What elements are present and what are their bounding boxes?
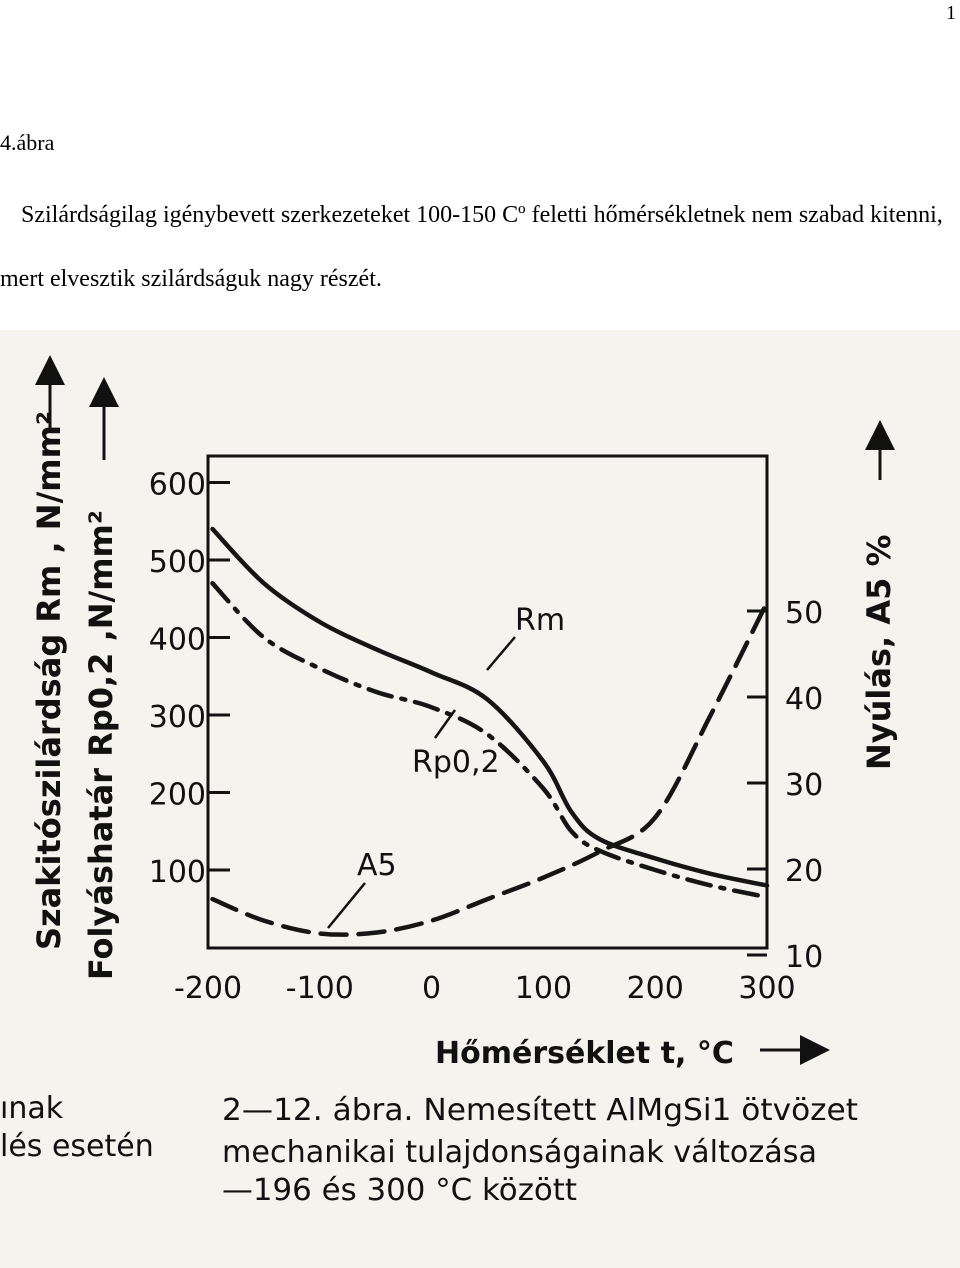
page-number: 1 bbox=[946, 2, 956, 24]
figure-caption-line-3: —196 és 300 °C között bbox=[222, 1173, 577, 1208]
x-tick-label: 200 bbox=[627, 971, 684, 1006]
y-left-label-tensile: Szakitószilárdság Rm , N/mm² bbox=[30, 411, 68, 950]
figure-label: 4.ábra bbox=[0, 130, 55, 155]
series-line-a5 bbox=[210, 600, 770, 937]
series-leader-rm bbox=[486, 636, 516, 671]
y-right-tick-label: 20 bbox=[785, 854, 823, 889]
y-left-tick-label: 400 bbox=[149, 623, 206, 658]
y-right-label: Nyúlás, A5 % bbox=[860, 534, 898, 770]
left-fragment-1: ınak bbox=[0, 1091, 64, 1126]
x-axis-label: Hőmérséklet t, °C bbox=[435, 1036, 734, 1071]
y-right-tick-label: 40 bbox=[785, 682, 823, 717]
series-label-rp02: Rp0,2 bbox=[412, 745, 500, 780]
series-line-rp02 bbox=[210, 581, 770, 900]
body-paragraph: Szilárdságilag igénybevett szerkezeteket… bbox=[0, 202, 943, 292]
x-tick-label: 0 bbox=[422, 971, 441, 1006]
plot-frame bbox=[206, 454, 769, 950]
series-leader-a5 bbox=[327, 882, 366, 929]
y-left-tick-label: 200 bbox=[149, 778, 206, 813]
y-left-tick-label: 100 bbox=[149, 855, 206, 890]
y-left-label-yield: Folyáshatár Rp0,2 ,N/mm² bbox=[82, 510, 120, 980]
x-tick-label: 300 bbox=[738, 971, 795, 1006]
figure-caption-line-1: 2—12. ábra. Nemesített AlMgSi1 ötvözet bbox=[222, 1093, 858, 1128]
x-tick-label: 100 bbox=[515, 971, 572, 1006]
figure-caption-line-2: mechanikai tulajdonságainak változása bbox=[222, 1135, 817, 1170]
y-right-tick-label: 10 bbox=[785, 940, 823, 975]
series-line-rm bbox=[210, 526, 770, 888]
scanned-figure-background bbox=[0, 330, 960, 1268]
scanned-figure: Szakitószilárdság Rm , N/mm² Folyáshatár… bbox=[0, 355, 898, 1208]
x-tick-label: -100 bbox=[286, 971, 354, 1006]
series-leader-rp02 bbox=[433, 709, 457, 739]
y-right-tick-label: 50 bbox=[785, 596, 823, 631]
x-tick-label: -200 bbox=[174, 971, 242, 1006]
series-label-a5: A5 bbox=[357, 848, 397, 883]
left-fragment-2: lés esetén bbox=[0, 1129, 154, 1164]
y-left-tick-label: 300 bbox=[149, 700, 206, 735]
y-right-tick-label: 30 bbox=[785, 768, 823, 803]
y-left-tick-label: 500 bbox=[149, 545, 206, 580]
y-left-tick-label: 600 bbox=[149, 468, 206, 503]
series-label-rm: Rm bbox=[515, 603, 565, 638]
